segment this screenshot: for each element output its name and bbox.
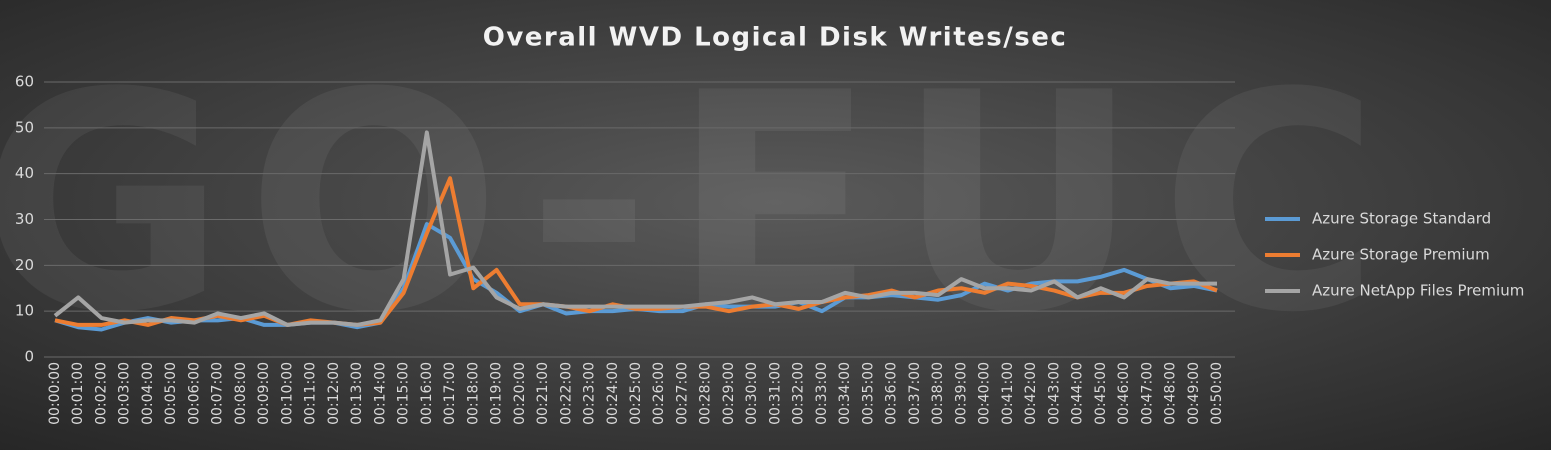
x-tick-label: 00:11:00 (303, 362, 319, 425)
x-tick-label: 00:22:00 (558, 362, 574, 425)
x-tick-label: 00:13:00 (349, 362, 365, 425)
x-tick-label: 00:45:00 (1093, 362, 1109, 425)
chart-title: Overall WVD Logical Disk Writes/sec (483, 23, 1068, 53)
x-tick-label: 00:29:00 (721, 362, 737, 425)
x-tick-label: 00:05:00 (163, 362, 179, 425)
x-tick-label: 00:20:00 (512, 362, 528, 425)
x-tick-label: 00:27:00 (674, 362, 690, 425)
x-tick-label: 00:04:00 (140, 362, 156, 425)
x-tick-label: 00:00:00 (47, 362, 63, 425)
x-tick-label: 00:36:00 (884, 362, 900, 425)
x-tick-label: 00:17:00 (442, 362, 458, 425)
x-tick-label: 00:12:00 (326, 362, 342, 425)
x-tick-label: 00:39:00 (953, 362, 969, 425)
x-tick-label: 00:40:00 (977, 362, 993, 425)
x-tick-label: 00:34:00 (837, 362, 853, 425)
x-tick-label: 00:43:00 (1046, 362, 1062, 425)
x-tick-label: 00:02:00 (93, 362, 109, 425)
x-tick-label: 00:46:00 (1116, 362, 1132, 425)
x-tick-label: 00:32:00 (791, 362, 807, 425)
x-tick-label: 00:24:00 (605, 362, 621, 425)
x-tick-label: 00:38:00 (930, 362, 946, 425)
series-line (53, 130, 1217, 327)
x-tick-label: 00:18:00 (465, 362, 481, 425)
legend-label: Azure Storage Premium (1312, 246, 1490, 264)
legend-label: Azure NetApp Files Premium (1312, 282, 1524, 300)
y-tick-label: 40 (15, 164, 34, 182)
y-tick-label: 50 (15, 118, 34, 136)
x-tick-label: 00:16:00 (419, 362, 435, 425)
x-tick-label: 00:31:00 (767, 362, 783, 425)
y-tick-label: 0 (24, 348, 34, 366)
x-tick-label: 00:50:00 (1209, 362, 1225, 425)
x-tick-label: 00:48:00 (1163, 362, 1179, 425)
x-tick-label: 00:26:00 (651, 362, 667, 425)
y-tick-label: 60 (15, 73, 34, 91)
x-tick-label: 00:08:00 (233, 362, 249, 425)
x-tick-label: 00:21:00 (535, 362, 551, 425)
x-tick-label: 00:47:00 (1139, 362, 1155, 425)
x-tick-label: 00:10:00 (279, 362, 295, 425)
y-tick-label: 10 (15, 302, 34, 320)
x-tick-label: 00:07:00 (210, 362, 226, 425)
x-tick-label: 00:49:00 (1186, 362, 1202, 425)
x-tick-label: 00:01:00 (70, 362, 86, 425)
x-tick-label: 00:03:00 (117, 362, 133, 425)
x-tick-label: 00:06:00 (186, 362, 202, 425)
y-tick-label: 30 (15, 210, 34, 228)
x-tick-label: 00:41:00 (1000, 362, 1016, 425)
x-tick-label: 00:30:00 (744, 362, 760, 425)
x-tick-label: 00:35:00 (860, 362, 876, 425)
x-tick-label: 00:23:00 (582, 362, 598, 425)
x-tick-label: 00:15:00 (396, 362, 412, 425)
x-tick-label: 00:09:00 (256, 362, 272, 425)
x-tick-label: 00:14:00 (372, 362, 388, 425)
x-tick-label: 00:37:00 (907, 362, 923, 425)
series-line (54, 176, 1218, 327)
x-tick-label: 00:19:00 (489, 362, 505, 425)
x-tick-label: 00:33:00 (814, 362, 830, 425)
y-tick-label: 20 (15, 256, 34, 274)
x-tick-label: 00:28:00 (698, 362, 714, 425)
x-tick-label: 00:42:00 (1023, 362, 1039, 425)
watermark: GO-EUC (0, 29, 1400, 378)
x-tick-label: 00:44:00 (1070, 362, 1086, 425)
x-tick-label: 00:25:00 (628, 362, 644, 425)
legend-label: Azure Storage Standard (1312, 210, 1491, 228)
